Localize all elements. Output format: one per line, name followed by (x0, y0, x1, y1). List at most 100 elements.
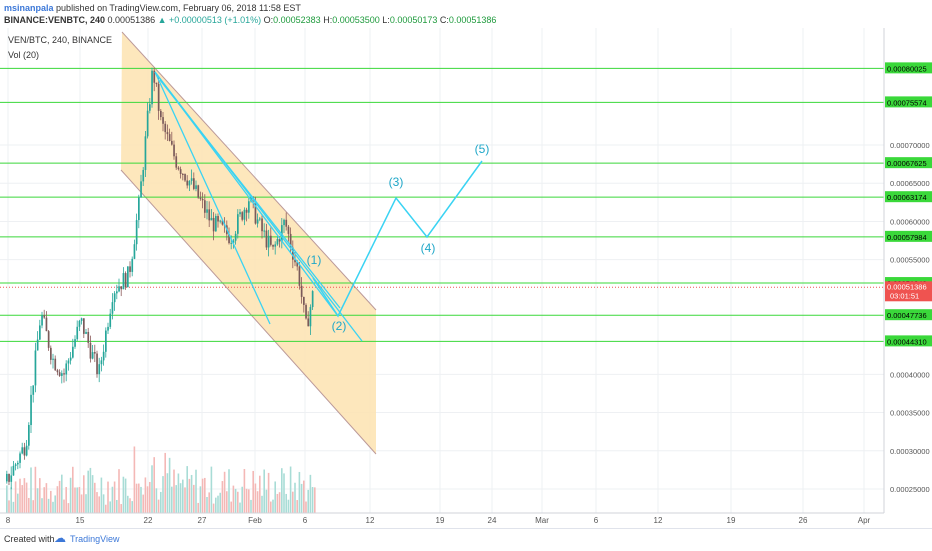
candle (146, 110, 149, 137)
volume-bar (252, 470, 254, 513)
candle (248, 201, 250, 213)
candle (201, 198, 204, 201)
tradingview-brand[interactable]: TradingView (70, 534, 120, 544)
channel-upper-line (121, 31, 377, 311)
candle (89, 342, 92, 359)
volume-bar (39, 478, 41, 513)
volume-bar (28, 497, 30, 513)
volume-bar (292, 491, 294, 513)
horizontal-levels[interactable] (0, 67, 884, 342)
volume-bar (109, 501, 111, 513)
volume-bar (270, 501, 272, 513)
trend-lines[interactable] (154, 71, 363, 342)
wave-label: (2) (332, 319, 347, 333)
candle (107, 326, 109, 331)
volume-bar (166, 473, 169, 513)
volume-bar (226, 491, 228, 513)
candle (300, 285, 303, 297)
candle (153, 70, 156, 83)
volume-bar (287, 499, 290, 513)
candle (208, 209, 211, 221)
symbol-label: BINANCE:VENBTC, 240 (4, 15, 106, 25)
close-value: 0.00051386 (448, 15, 497, 25)
author-link[interactable]: msinanpala (4, 3, 54, 13)
level-price-box (885, 230, 932, 242)
candle (61, 373, 63, 376)
level-price-label: 0.00080025 (887, 64, 927, 73)
symbol-line: BINANCE:VENBTC, 240 0.00051386 ▲ +0.0000… (4, 15, 496, 25)
volume-bar (120, 504, 122, 513)
candle (204, 200, 206, 213)
volume-bar (294, 482, 296, 513)
volume-bar (72, 466, 74, 513)
candle (17, 462, 19, 465)
volume-bar (19, 478, 21, 513)
volume-bar (54, 495, 56, 513)
volume-bar (50, 490, 52, 513)
candle (149, 104, 151, 111)
level-price-box (885, 335, 932, 347)
volume-bar (219, 492, 221, 513)
volume-bar (182, 479, 184, 513)
candle (133, 244, 136, 259)
candle (91, 352, 94, 359)
candle (186, 180, 189, 186)
level-price-label: 0.00057984 (887, 233, 927, 242)
volume-bar (265, 489, 268, 513)
grid (0, 28, 884, 513)
time-tick-label: 12 (366, 516, 375, 525)
volume-bar (74, 487, 76, 513)
volume-bar (199, 486, 202, 513)
volume-bar (300, 483, 303, 513)
elliott-wave-projection[interactable]: (1) (2) (3) (4) (5) (307, 142, 490, 333)
volume-bar (153, 457, 155, 513)
candle (28, 425, 30, 446)
volume-bar (283, 473, 285, 513)
candle (234, 233, 237, 241)
publish-line: msinanpala published on TradingView.com,… (4, 3, 301, 13)
wave-label: (5) (475, 142, 490, 156)
volume-bar (41, 498, 43, 513)
candle (303, 296, 305, 305)
tradingview-logo-icon[interactable]: ☁ (54, 531, 66, 545)
volume-bar (197, 502, 199, 513)
candle (164, 123, 167, 133)
candle (272, 244, 274, 247)
price-chart[interactable]: (1)(2)(3)(4)(5) 0.000700000.000650000.00… (0, 28, 932, 528)
volume-bar (190, 474, 193, 513)
current-price-label: 0.00051386 (887, 282, 927, 291)
time-tick-label: Apr (858, 516, 871, 525)
candle (96, 353, 98, 375)
candle (188, 180, 191, 186)
wave-label: (4) (421, 241, 436, 255)
candle (171, 140, 173, 145)
candle (120, 286, 123, 290)
volume-bar (32, 500, 34, 513)
high-label: H: (323, 15, 333, 25)
candle (160, 110, 162, 118)
volume-bar (223, 471, 226, 513)
volume-bar (96, 492, 98, 513)
volume-bar (217, 495, 219, 513)
price-axis[interactable]: 0.00070000 0.00065000 0.00060000 0.00055000… (883, 28, 932, 513)
candle (296, 262, 299, 267)
candle (289, 233, 292, 248)
candle (127, 266, 129, 288)
candle (85, 331, 87, 334)
volume-bar (140, 486, 142, 513)
candle (179, 169, 182, 174)
volume-bar (111, 486, 114, 513)
volume-bar (149, 481, 151, 513)
candle (228, 234, 230, 244)
volume-bar (8, 500, 10, 513)
candle (78, 320, 81, 327)
volume-bar (276, 493, 279, 513)
candle (14, 464, 17, 466)
level-price-box (885, 96, 932, 108)
candle (83, 318, 85, 334)
time-axis[interactable]: 8 15 22 27 Feb 6 12 19 24 Mar 6 12 19 26 Apr (0, 512, 884, 525)
volume-bar (239, 502, 241, 513)
candle (100, 360, 103, 365)
time-tick-label: 26 (799, 516, 808, 525)
volume-bar (234, 488, 237, 513)
